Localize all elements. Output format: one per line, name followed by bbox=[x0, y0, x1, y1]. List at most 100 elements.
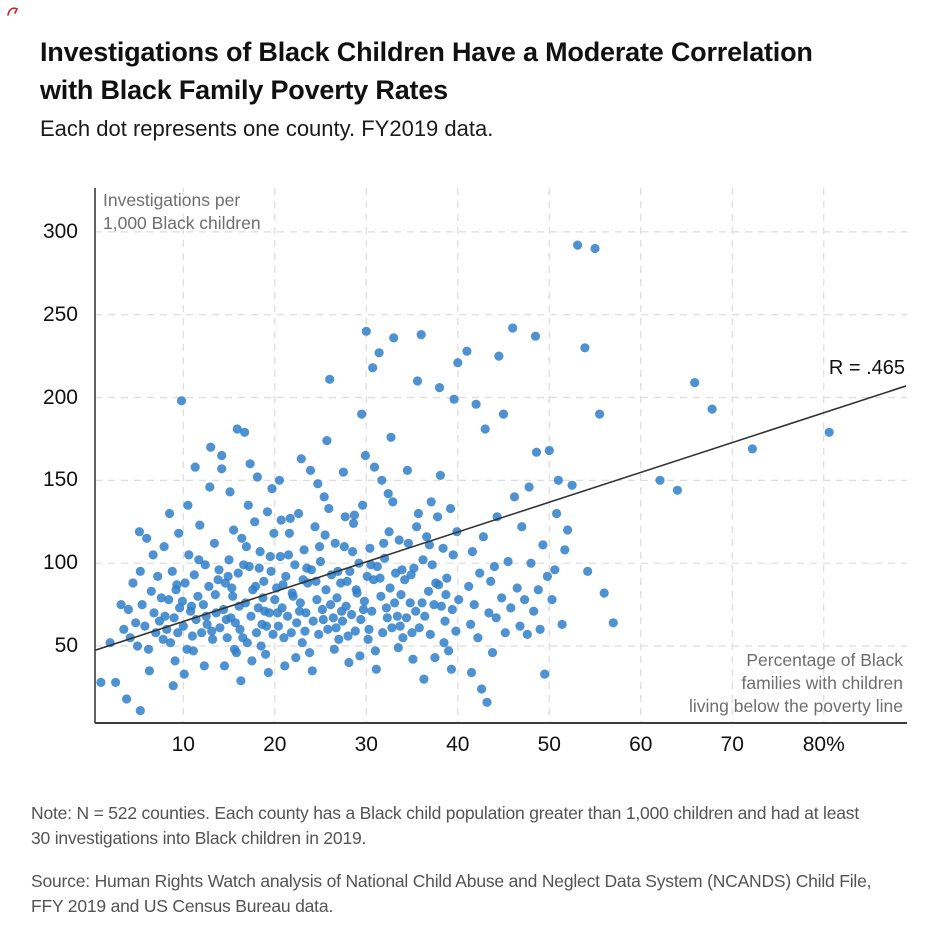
data-point bbox=[390, 598, 400, 608]
data-point bbox=[315, 556, 326, 567]
data-point bbox=[358, 500, 368, 510]
data-point bbox=[515, 621, 525, 631]
data-point bbox=[208, 634, 218, 645]
data-point bbox=[221, 614, 231, 625]
data-point bbox=[540, 669, 550, 679]
note-line1: Note: N = 522 counties. Each county has … bbox=[31, 803, 859, 823]
data-point bbox=[500, 628, 510, 638]
data-point bbox=[274, 475, 284, 485]
data-point bbox=[487, 648, 498, 658]
data-point bbox=[553, 475, 564, 485]
data-point bbox=[215, 623, 225, 633]
data-point bbox=[96, 677, 106, 688]
data-point bbox=[445, 503, 456, 514]
data-point bbox=[367, 606, 377, 616]
data-point bbox=[412, 376, 423, 386]
data-point bbox=[205, 482, 215, 492]
data-point bbox=[509, 492, 520, 502]
data-point bbox=[498, 409, 509, 419]
data-point bbox=[423, 586, 434, 596]
data-point bbox=[116, 600, 126, 610]
y-tick-label: 200 bbox=[42, 385, 78, 409]
data-point bbox=[408, 654, 418, 664]
data-point bbox=[190, 462, 200, 472]
data-point bbox=[325, 374, 335, 384]
data-point bbox=[419, 674, 429, 684]
data-point bbox=[128, 578, 138, 588]
note-text: Note: N = 522 counties. Each county has … bbox=[31, 801, 859, 851]
data-point bbox=[436, 601, 446, 611]
data-point bbox=[557, 619, 567, 630]
data-point bbox=[442, 573, 452, 583]
data-point bbox=[310, 522, 320, 532]
data-point bbox=[296, 454, 306, 464]
data-point bbox=[270, 595, 280, 605]
source-line2: FFY 2019 and US Census Bureau data. bbox=[31, 896, 334, 916]
data-point bbox=[159, 542, 169, 552]
data-point bbox=[299, 545, 309, 555]
data-point bbox=[165, 508, 175, 519]
data-point bbox=[233, 568, 243, 578]
data-point bbox=[223, 571, 233, 582]
data-point bbox=[563, 525, 573, 535]
data-point bbox=[329, 644, 339, 654]
data-point bbox=[343, 631, 353, 641]
data-point bbox=[535, 624, 545, 635]
data-point bbox=[256, 641, 266, 651]
data-point bbox=[250, 517, 260, 527]
data-point bbox=[156, 593, 166, 603]
data-point bbox=[132, 641, 143, 651]
data-point bbox=[254, 563, 264, 573]
data-point bbox=[451, 626, 461, 636]
red-pen-mark-icon bbox=[7, 7, 19, 16]
x-axis-title: Percentage of Black families with childr… bbox=[689, 649, 903, 718]
data-point bbox=[144, 666, 154, 676]
data-point bbox=[400, 575, 410, 585]
data-point bbox=[259, 576, 269, 587]
data-point bbox=[210, 590, 220, 600]
data-point bbox=[497, 593, 507, 603]
data-point bbox=[347, 609, 357, 620]
data-point bbox=[251, 628, 262, 638]
data-point bbox=[315, 542, 325, 552]
data-point bbox=[433, 512, 443, 522]
data-point bbox=[284, 528, 294, 538]
data-point bbox=[418, 555, 428, 565]
data-point bbox=[357, 409, 367, 419]
data-point bbox=[533, 585, 543, 595]
data-point bbox=[407, 628, 417, 638]
data-point bbox=[403, 538, 413, 548]
data-point bbox=[529, 606, 539, 616]
data-point bbox=[334, 634, 344, 645]
data-point bbox=[295, 598, 305, 608]
data-point bbox=[330, 538, 340, 548]
x-tick-label: 50 bbox=[537, 733, 561, 756]
x-tick-label: 30 bbox=[354, 733, 378, 756]
data-point bbox=[224, 555, 234, 565]
data-point bbox=[526, 558, 536, 568]
data-point bbox=[369, 462, 380, 472]
data-point bbox=[375, 573, 385, 583]
data-point bbox=[449, 394, 459, 404]
data-point bbox=[222, 633, 232, 643]
data-point bbox=[446, 664, 456, 674]
data-point bbox=[544, 445, 554, 456]
data-point bbox=[371, 664, 381, 674]
data-point bbox=[149, 608, 159, 618]
data-point bbox=[350, 626, 360, 636]
data-point bbox=[262, 507, 273, 517]
data-point bbox=[219, 661, 230, 671]
data-point bbox=[287, 588, 297, 598]
data-point bbox=[286, 628, 296, 638]
data-point bbox=[439, 638, 449, 648]
data-point bbox=[358, 604, 369, 615]
data-point bbox=[426, 497, 436, 507]
data-point bbox=[228, 591, 238, 601]
data-point bbox=[690, 378, 700, 388]
data-point bbox=[531, 447, 542, 457]
data-point bbox=[261, 621, 272, 631]
data-point bbox=[291, 653, 301, 663]
y-tick-label: 300 bbox=[42, 219, 78, 243]
data-point bbox=[416, 330, 426, 340]
data-point bbox=[173, 628, 183, 638]
